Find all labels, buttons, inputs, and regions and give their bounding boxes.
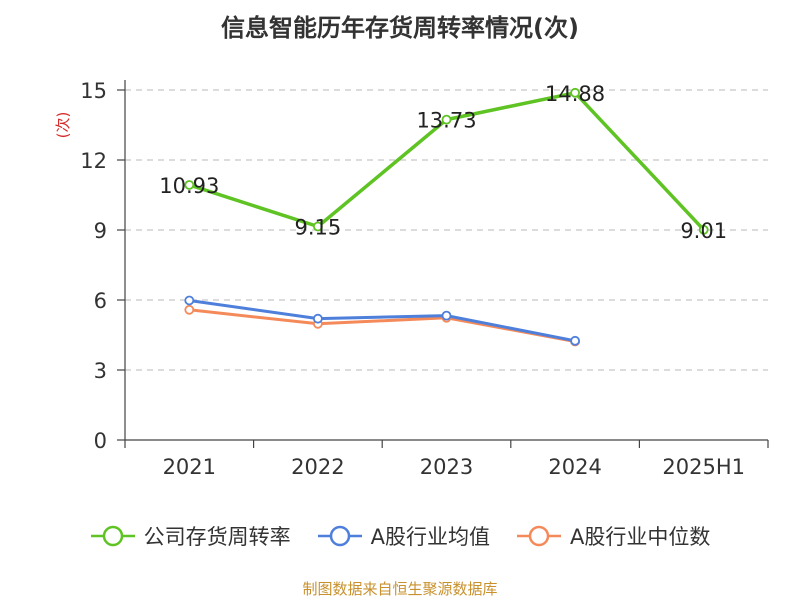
y-tick-label: 9 <box>94 219 107 243</box>
legend-item[interactable]: A股行业中位数 <box>516 521 710 551</box>
series-line <box>189 298 576 343</box>
legend-label: A股行业均值 <box>370 525 490 549</box>
data-label: 9.15 <box>295 216 342 240</box>
grid-lines <box>125 89 768 371</box>
legend-symbol <box>317 525 362 547</box>
data-label: 10.93 <box>159 174 219 198</box>
legend-symbol <box>90 525 135 547</box>
data-point <box>570 335 580 346</box>
data-point <box>184 304 195 315</box>
data-label: 14.88 <box>545 82 605 106</box>
legend-item[interactable]: A股行业均值 <box>317 521 490 551</box>
y-tick-label: 15 <box>80 79 107 103</box>
data-point <box>698 224 709 235</box>
series-line <box>189 308 576 344</box>
legend-symbol <box>517 525 561 547</box>
data-point <box>312 221 323 232</box>
legend-marker <box>102 525 123 547</box>
data-point <box>441 310 452 321</box>
chart-title: 信息智能历年存货周转率情况(次) <box>221 14 579 42</box>
line-chart: 0 3 6 9 12 15 2021 2022 2023 2024 2025H1 (次) 10.93 9… <box>54 79 769 479</box>
data-point <box>441 114 452 125</box>
legend: 公司存货周转率 A股行业均值 A股行业中位数 <box>0 520 800 552</box>
source-note: 制图数据来自恒生聚源数据库 <box>302 580 498 598</box>
series-group <box>184 87 709 347</box>
x-tick-label: 2022 <box>291 455 344 479</box>
data-point <box>184 295 195 306</box>
x-tick-label: 2023 <box>420 455 473 479</box>
y-tick-label: 3 <box>94 359 107 383</box>
data-label: 9.01 <box>680 219 727 243</box>
data-point <box>184 180 195 190</box>
x-tick-label: 2025H1 <box>662 455 745 479</box>
data-point <box>312 313 323 324</box>
data-label: 13.73 <box>416 109 476 133</box>
x-tick-label: 2021 <box>163 455 216 479</box>
y-axis-label: (次) <box>54 112 72 139</box>
y-tick-label: 0 <box>94 429 107 453</box>
legend-label: A股行业中位数 <box>570 525 711 549</box>
data-point <box>570 87 580 98</box>
legend-label: 公司存货周转率 <box>143 525 291 549</box>
data-labels: 10.93 9.15 13.73 14.88 9.01 <box>159 82 727 243</box>
y-tick-label: 12 <box>80 149 107 173</box>
legend-marker <box>528 525 550 547</box>
legend-item[interactable]: 公司存货周转率 <box>90 521 291 551</box>
x-tick-label: 2024 <box>548 455 601 479</box>
axes: 0 3 6 9 12 15 2021 2022 2023 2024 2025H1 (次) <box>54 79 769 479</box>
legend-marker <box>329 525 350 547</box>
y-tick-label: 6 <box>94 289 107 313</box>
